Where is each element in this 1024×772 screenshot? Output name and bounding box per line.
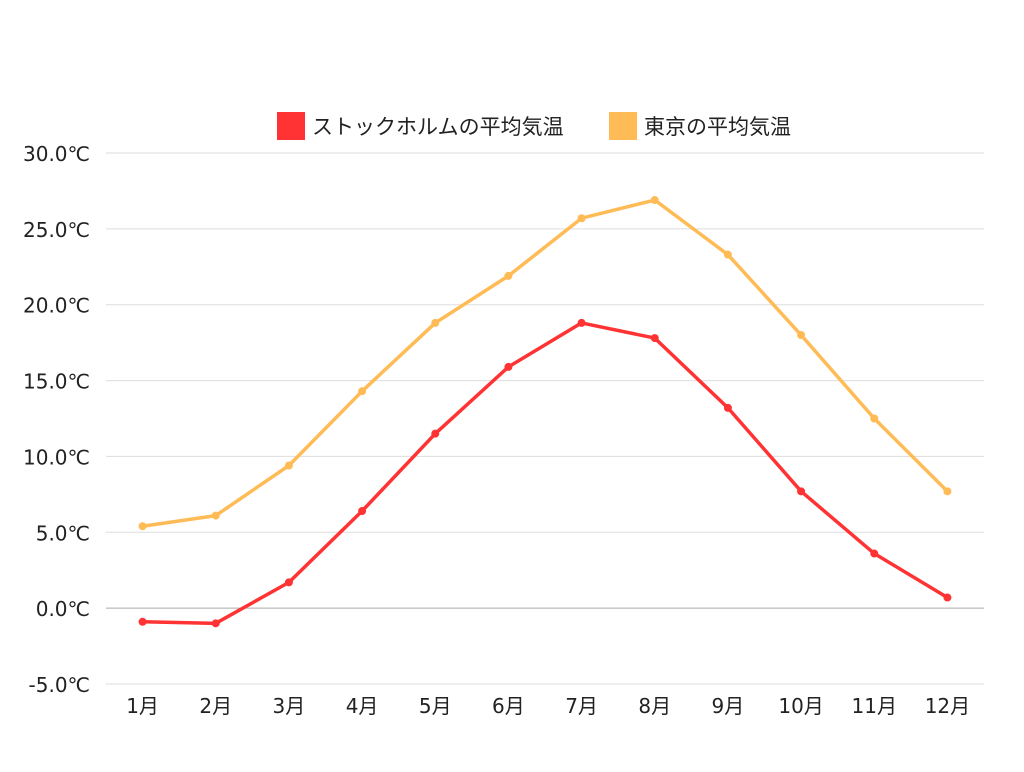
x-axis: 1月 2月 3月 4月 5月 6月 7月 8月 9月 10月 11月 12月 bbox=[126, 694, 970, 718]
x-tick-label: 10月 bbox=[778, 694, 823, 718]
legend-label-tokyo: 東京の平均気温 bbox=[644, 115, 791, 139]
data-point[interactable] bbox=[943, 593, 952, 602]
data-point[interactable] bbox=[138, 617, 147, 626]
x-tick-label: 9月 bbox=[712, 694, 745, 718]
x-tick-label: 3月 bbox=[273, 694, 306, 718]
data-point[interactable] bbox=[723, 403, 732, 412]
data-point[interactable] bbox=[797, 487, 806, 496]
y-tick-label: 5.0℃ bbox=[36, 521, 90, 545]
x-tick-label: 7月 bbox=[565, 694, 598, 718]
y-axis: 30.0℃ 25.0℃ 20.0℃ 15.0℃ 10.0℃ 5.0℃ 0.0℃ -5.0℃ bbox=[23, 142, 90, 697]
series-stockholm bbox=[138, 318, 952, 628]
y-tick-label: 10.0℃ bbox=[23, 445, 90, 469]
data-point[interactable] bbox=[284, 461, 293, 470]
grid bbox=[106, 152, 984, 685]
data-point[interactable] bbox=[431, 318, 440, 327]
x-tick-label: 2月 bbox=[199, 694, 232, 718]
series-group bbox=[138, 196, 952, 628]
y-tick-label: 0.0℃ bbox=[36, 597, 90, 621]
legend-item-stockholm[interactable]: ストックホルムの平均気温 bbox=[277, 112, 564, 140]
data-point[interactable] bbox=[504, 362, 513, 371]
data-point[interactable] bbox=[797, 331, 806, 340]
legend-label-stockholm: ストックホルムの平均気温 bbox=[312, 115, 564, 139]
data-point[interactable] bbox=[943, 487, 952, 496]
data-point[interactable] bbox=[211, 511, 220, 520]
data-point[interactable] bbox=[358, 507, 367, 516]
data-point[interactable] bbox=[504, 271, 513, 280]
y-tick-label: -5.0℃ bbox=[29, 673, 90, 697]
x-tick-label: 1月 bbox=[126, 694, 159, 718]
data-point[interactable] bbox=[431, 429, 440, 438]
legend-swatch-stockholm bbox=[277, 112, 305, 140]
data-point[interactable] bbox=[138, 522, 147, 531]
legend-item-tokyo[interactable]: 東京の平均気温 bbox=[609, 112, 791, 140]
data-point[interactable] bbox=[870, 414, 879, 423]
y-tick-label: 20.0℃ bbox=[23, 294, 90, 318]
x-tick-label: 12月 bbox=[925, 694, 970, 718]
series-line bbox=[142, 198, 949, 528]
data-point[interactable] bbox=[284, 578, 293, 587]
series-line bbox=[142, 321, 949, 626]
x-tick-label: 4月 bbox=[346, 694, 379, 718]
data-point[interactable] bbox=[723, 250, 732, 259]
x-tick-label: 6月 bbox=[492, 694, 525, 718]
data-point[interactable] bbox=[211, 619, 220, 628]
x-tick-label: 5月 bbox=[419, 694, 452, 718]
data-point[interactable] bbox=[358, 387, 367, 396]
data-point[interactable] bbox=[650, 196, 659, 205]
x-tick-label: 11月 bbox=[852, 694, 897, 718]
series-tokyo bbox=[138, 196, 952, 531]
data-point[interactable] bbox=[650, 334, 659, 343]
data-point[interactable] bbox=[577, 214, 586, 223]
y-tick-label: 30.0℃ bbox=[23, 142, 90, 166]
legend: ストックホルムの平均気温 東京の平均気温 bbox=[277, 112, 791, 140]
legend-swatch-tokyo bbox=[609, 112, 637, 140]
y-tick-label: 25.0℃ bbox=[23, 218, 90, 242]
y-tick-label: 15.0℃ bbox=[23, 370, 90, 394]
data-point[interactable] bbox=[870, 549, 879, 558]
x-tick-label: 8月 bbox=[638, 694, 671, 718]
data-point[interactable] bbox=[577, 318, 586, 327]
